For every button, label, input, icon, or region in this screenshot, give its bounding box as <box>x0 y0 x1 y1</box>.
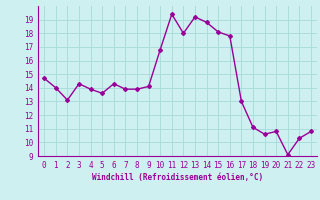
X-axis label: Windchill (Refroidissement éolien,°C): Windchill (Refroidissement éolien,°C) <box>92 173 263 182</box>
